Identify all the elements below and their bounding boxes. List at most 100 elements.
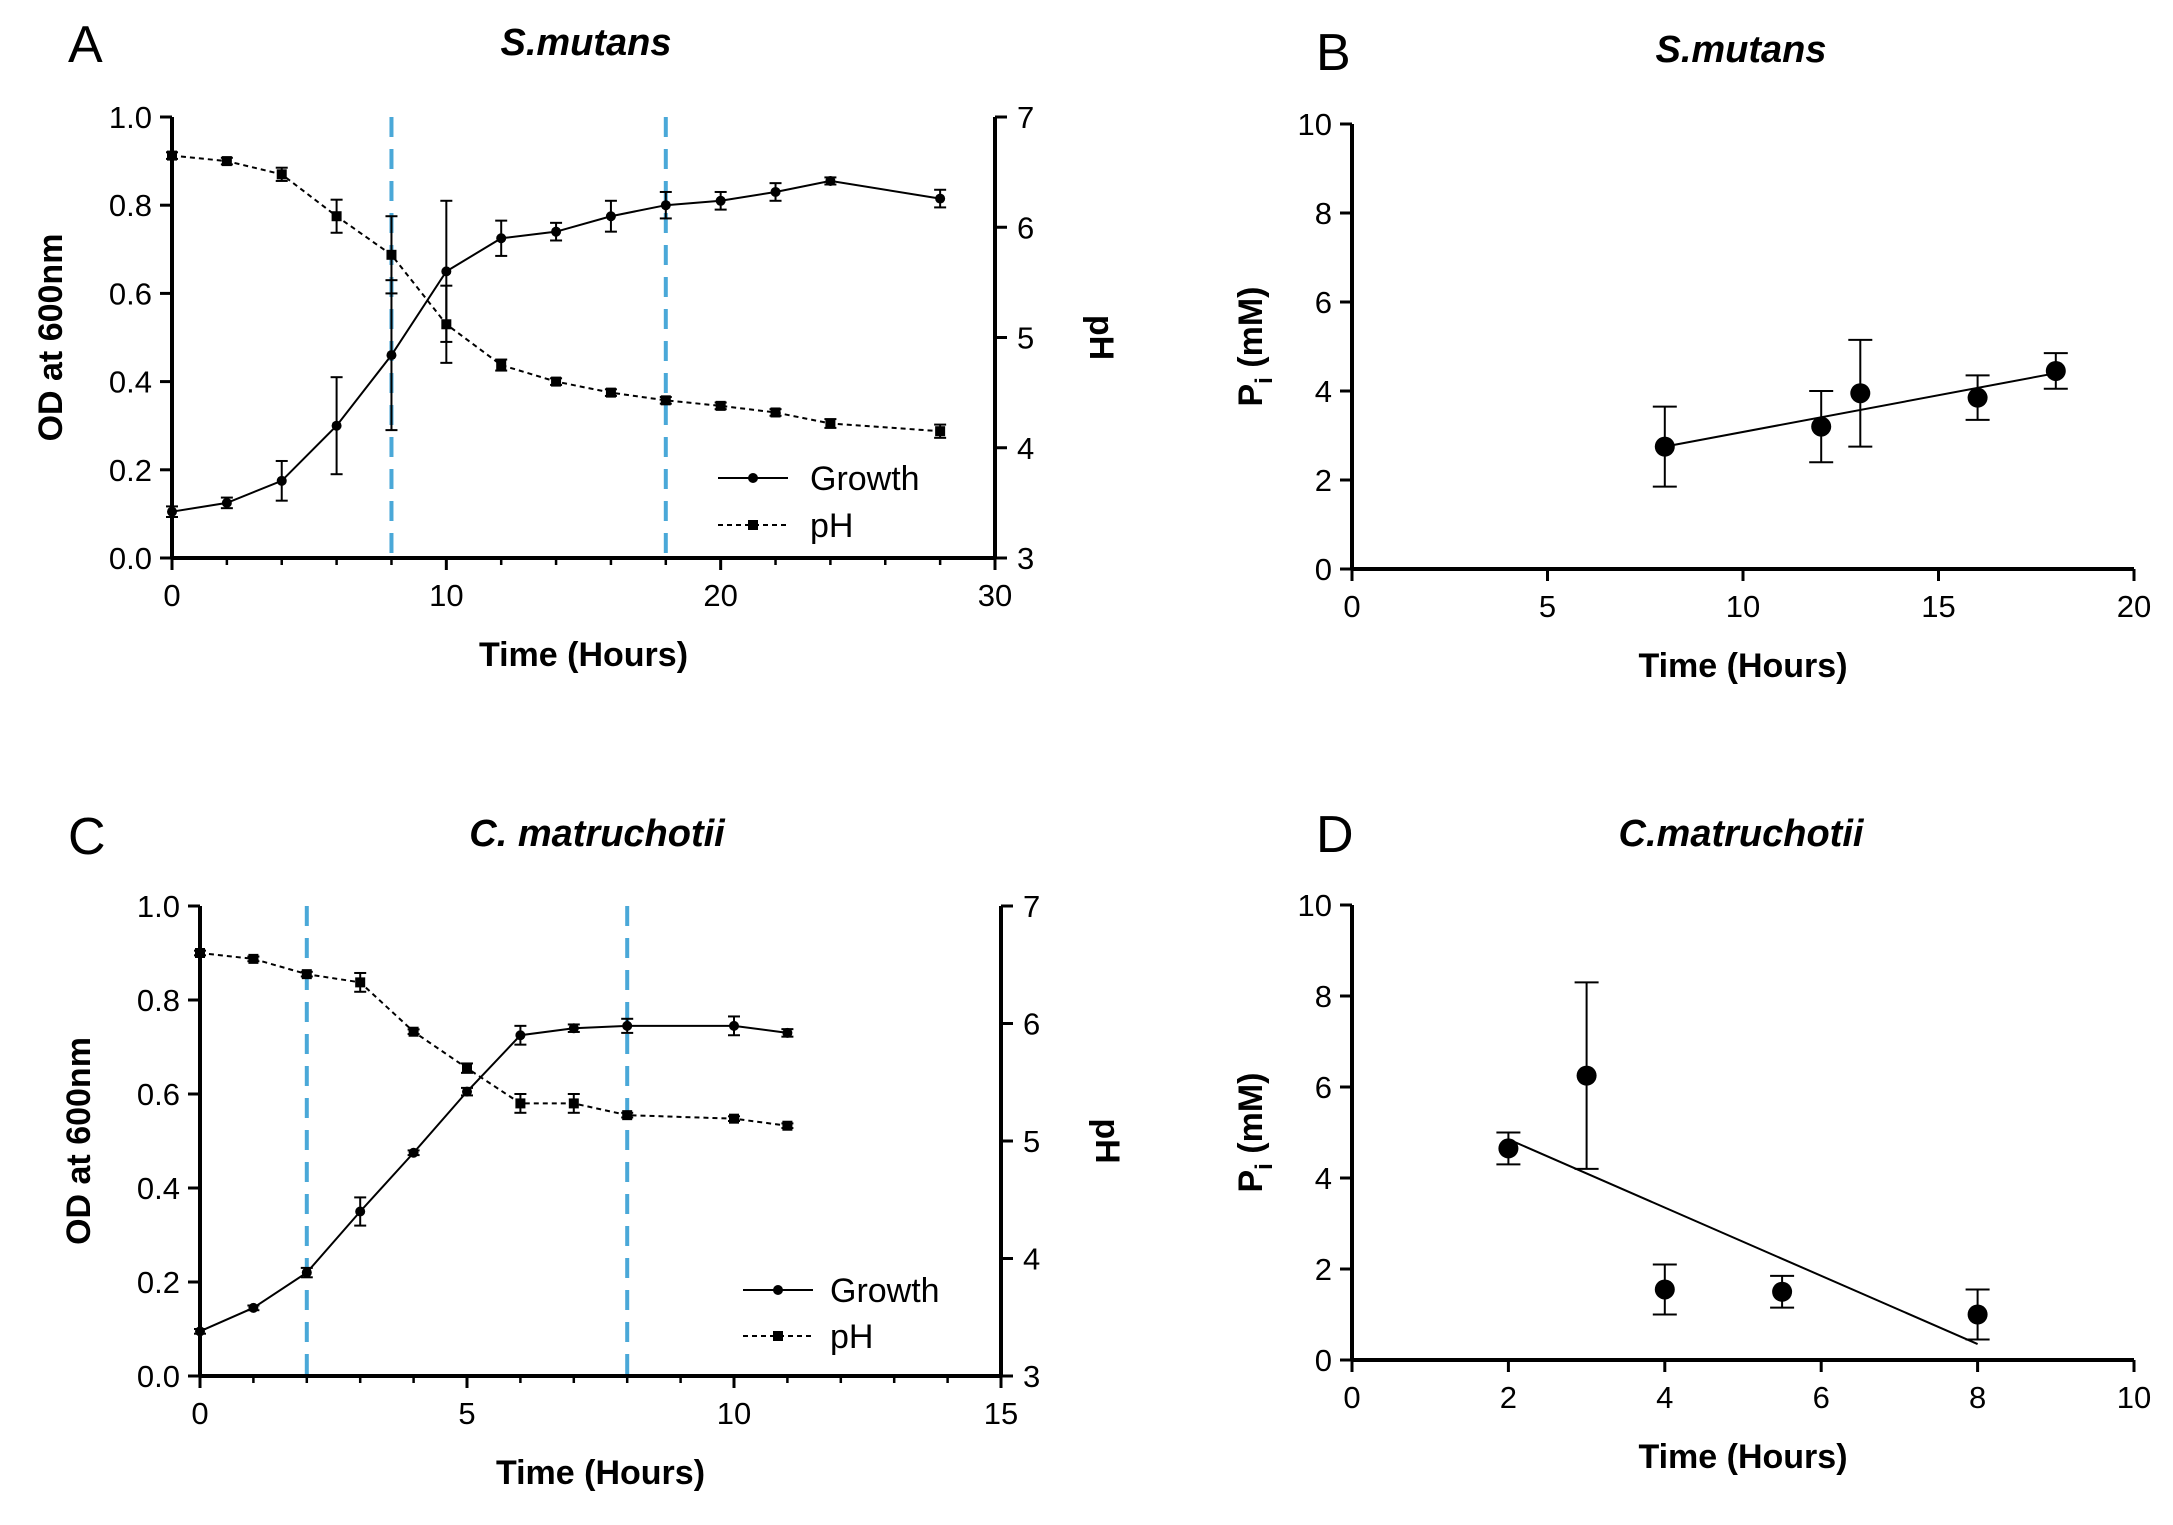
panel-b-letter: B: [1316, 24, 1351, 82]
c-point-ph: [782, 1120, 793, 1131]
c-y-tick-label: 0.2: [137, 1265, 180, 1300]
a-y-tick-label: 0.2: [109, 453, 152, 488]
c-y-tick-label: 0.8: [137, 983, 180, 1018]
panel-a-letter: A: [68, 16, 103, 74]
a-point-ph: [605, 387, 616, 398]
c-x-tick-label: 15: [984, 1396, 1018, 1431]
c-x-axis-label: Time (Hours): [496, 1454, 705, 1492]
c-y2-tick-label: 3: [1023, 1359, 1040, 1394]
a-y2-axis-label: pH: [1082, 315, 1120, 360]
a-point-ph: [825, 418, 836, 429]
d-y-axis-label: Pi (mM): [1232, 1072, 1278, 1192]
c-point-growth: [195, 1326, 205, 1337]
d-data-point: [1967, 1304, 1988, 1325]
panel-a-title: S.mutans: [500, 22, 671, 64]
c-legend-growth-label: Growth: [830, 1272, 940, 1310]
d-data-point: [1772, 1281, 1793, 1302]
a-series-ph-line: [171, 154, 941, 433]
b-x-tick-label: 5: [1539, 589, 1556, 624]
b-y-tick-label: 10: [1298, 107, 1332, 142]
a-point-ph: [386, 249, 397, 260]
c-point-growth: [355, 1206, 366, 1217]
a-y2-tick-label: 7: [1017, 100, 1034, 135]
panel-d: D C.matruchotii 0 2 4 6 8 10 0 2 4 6 8 10 Time (Hour…: [1232, 806, 2151, 1476]
a-point-growth: [551, 226, 562, 237]
a-point-growth: [386, 350, 397, 361]
b-y-label-main: P: [1232, 384, 1270, 407]
panel-d-plot: 0 2 4 6 8 10 0 2 4 6 8 10 Time (Hours) Pi (mM): [1232, 888, 2151, 1476]
c-x-tick-label: 10: [717, 1396, 751, 1431]
d-data-point: [1576, 1065, 1597, 1086]
a-y2-tick-label: 5: [1017, 321, 1034, 356]
d-y-tick-label: 8: [1315, 979, 1332, 1014]
c-y-tick-label: 0.4: [137, 1171, 180, 1206]
panel-c: C C. matruchotii 0 5 10 15 0.0 0.2 0.4 0.6 0.8 1.…: [60, 808, 1126, 1492]
a-series-growth-line: [171, 179, 941, 513]
d-y-label-sub: i: [1251, 1163, 1278, 1170]
d-x-tick-label: 8: [1969, 1380, 1986, 1415]
a-point-growth: [660, 200, 671, 211]
c-y-axis-label: OD at 600nm: [60, 1037, 98, 1245]
d-data-point: [1498, 1138, 1519, 1159]
c-point-ph: [248, 953, 259, 964]
c-point-ph: [355, 977, 366, 988]
c-point-ph: [568, 1098, 579, 1109]
b-x-tick-label: 15: [1921, 589, 1955, 624]
c-point-growth: [408, 1147, 419, 1158]
c-point-growth: [782, 1027, 793, 1038]
d-x-tick-label: 4: [1656, 1380, 1673, 1415]
a-point-growth: [605, 211, 616, 222]
c-y2-tick-label: 7: [1023, 889, 1040, 924]
d-fit-line: [1508, 1138, 1978, 1345]
d-data-point: [1654, 1279, 1675, 1300]
a-point-ph: [496, 360, 507, 371]
c-point-ph: [729, 1113, 739, 1124]
d-y-label-unit: (mM): [1232, 1072, 1270, 1163]
d-x-tick-label: 10: [2117, 1380, 2151, 1415]
c-point-growth: [301, 1267, 312, 1278]
a-point-growth: [715, 195, 726, 206]
a-x-tick-label: 0: [163, 578, 180, 613]
c-x-tick-label: 0: [191, 1396, 208, 1431]
a-y-tick-label: 0.0: [109, 541, 152, 576]
c-series-growth-line: [199, 1024, 788, 1333]
c-y2-tick-label: 6: [1023, 1007, 1040, 1042]
b-x-tick-label: 20: [2117, 589, 2151, 624]
panel-a: A S.mutans 0 10 20 30 0.0 0.2 0.4 0.6 0.8 1.0 3 4 5 6…: [32, 16, 1120, 674]
c-y2-tick-label: 5: [1023, 1124, 1040, 1159]
c-point-ph: [195, 948, 205, 958]
b-y-tick-label: 4: [1315, 374, 1332, 409]
b-y-label-unit: (mM): [1232, 286, 1270, 377]
a-legend-growth-label: Growth: [810, 460, 920, 498]
a-point-ph: [551, 376, 562, 387]
c-point-ph: [622, 1110, 633, 1121]
d-y-tick-label: 10: [1298, 888, 1332, 923]
b-x-tick-label: 10: [1726, 589, 1760, 624]
a-point-ph: [331, 211, 342, 222]
a-point-growth: [496, 233, 507, 244]
c-y-tick-label: 1.0: [137, 889, 180, 924]
c-point-ph: [515, 1098, 526, 1109]
a-point-growth: [167, 506, 177, 517]
c-y2-tick-label: 4: [1023, 1242, 1040, 1277]
c-point-growth: [729, 1020, 739, 1031]
d-y-tick-label: 6: [1315, 1070, 1332, 1105]
b-data-point: [1811, 416, 1832, 437]
c-x-tick-label: 5: [458, 1396, 475, 1431]
a-point-ph: [935, 426, 946, 437]
b-data-point: [2045, 360, 2066, 381]
a-point-ph: [715, 400, 726, 411]
c-legend-ph-label: pH: [830, 1318, 873, 1356]
c-point-growth: [515, 1030, 526, 1041]
a-y2-tick-label: 6: [1017, 210, 1034, 245]
a-legend-growth-marker: [748, 473, 758, 483]
panel-c-title: C. matruchotii: [469, 813, 726, 855]
a-x-tick-label: 20: [703, 578, 737, 613]
panel-d-letter: D: [1316, 806, 1354, 864]
b-y-tick-label: 2: [1315, 463, 1332, 498]
d-x-tick-label: 6: [1813, 1380, 1830, 1415]
panel-c-letter: C: [68, 808, 106, 866]
b-data-point: [1967, 387, 1988, 408]
a-y-axis-label: OD at 600nm: [32, 234, 70, 442]
